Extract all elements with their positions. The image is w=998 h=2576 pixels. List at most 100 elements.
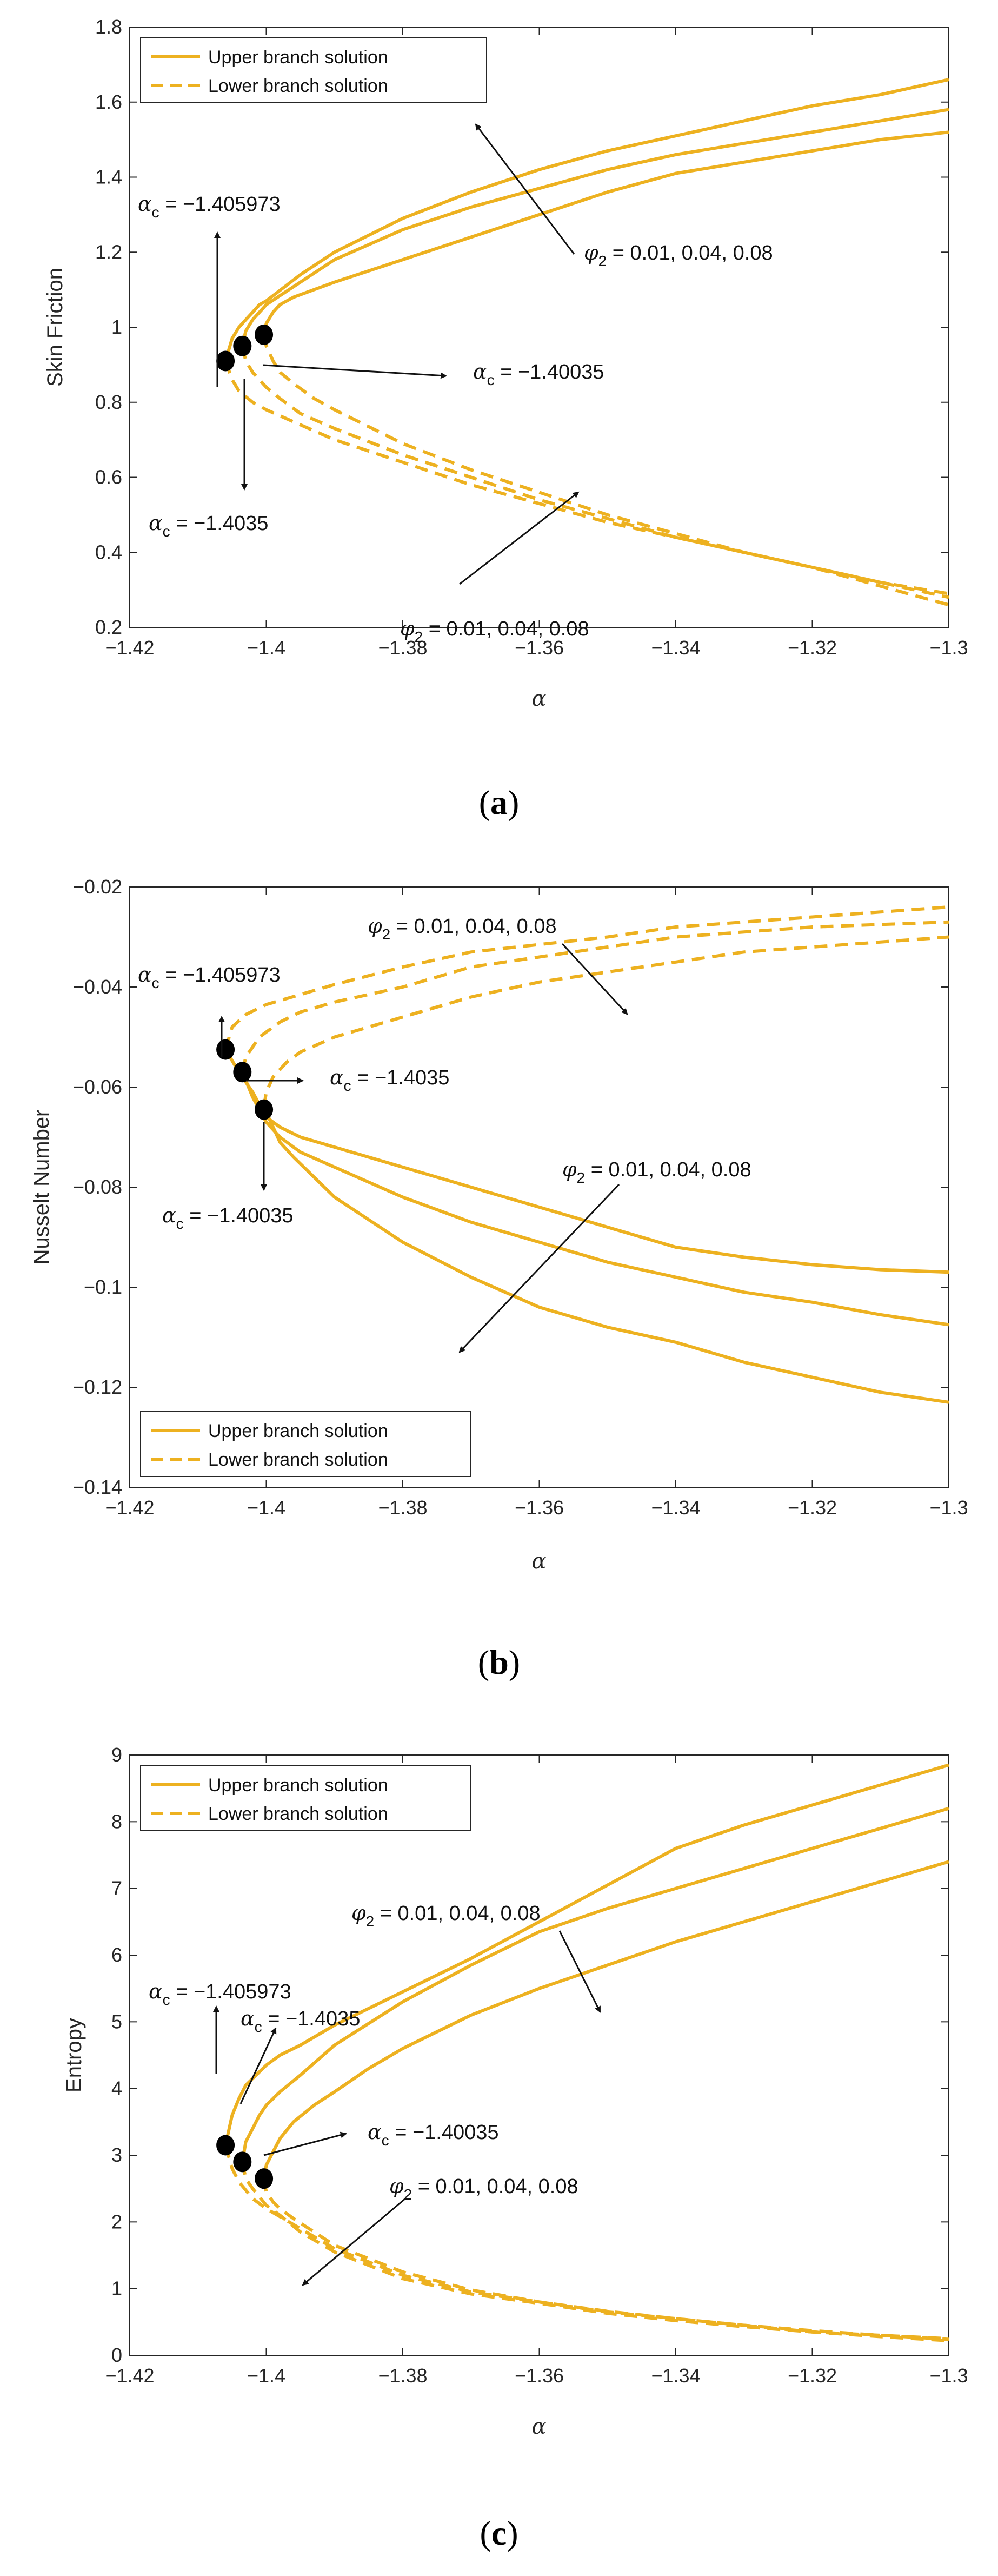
annotation-ac2-c: αc = −1.4035 (241, 2007, 360, 2035)
y-tick-label: 2 (111, 2210, 122, 2233)
annotation-ac3-a: αc = −1.4035 (149, 511, 268, 540)
annotation-ac1-c-prefix: α (149, 1979, 163, 2003)
annotation-ac2-b-prefix: α (330, 1065, 344, 1089)
annotation-phi-lower-b-prefix: φ (562, 1157, 577, 1181)
critical-point-3 (255, 324, 274, 345)
y-tick-label: 4 (111, 2077, 122, 2100)
annotation-phi-upper-c-value: = 0.01, 0.04, 0.08 (374, 1902, 540, 1925)
annotation-ac3-c-value: = −1.40035 (389, 2121, 499, 2144)
legend-lower-label-a: Lower branch solution (208, 76, 388, 96)
lower-branch-line-3 (262, 935, 949, 1108)
legend-box-a (140, 37, 487, 103)
plot-area-c (129, 1754, 949, 2356)
legend-lower-label-b: Lower branch solution (208, 1449, 388, 1470)
x-tick-label: −1.34 (651, 1496, 700, 1519)
x-tick-label: −1.38 (378, 637, 427, 659)
y-tick-label: 1.4 (95, 166, 122, 188)
annotation-ac3-b-sub: c (176, 1215, 184, 1232)
x-tick-label: −1.32 (788, 637, 837, 659)
annotation-ac2-a: αc = −1.40035 (473, 360, 604, 388)
x-ticks-b: −1.42 −1.4 −1.38 −1.36 −1.34 −1.32 −1.3 (105, 887, 968, 1519)
annotation-ac3-b-value: = −1.40035 (184, 1204, 294, 1227)
y-tick-label: −0.12 (73, 1376, 122, 1398)
critical-point-3 (255, 2168, 274, 2189)
annotation-phi-upper-b-sub: 2 (382, 926, 391, 943)
annotation-ac3-c-prefix: α (368, 2120, 382, 2144)
annotation-ac1-b-sub: c (152, 975, 159, 991)
annotation-ac2-c-value: = −1.4035 (262, 2008, 361, 2030)
annotation-ac1-a-prefix: α (138, 192, 152, 216)
y-tick-label: −0.08 (73, 1176, 122, 1198)
lower-branch-line-1 (224, 905, 949, 1050)
annotation-ac2-b-sub: c (344, 1077, 351, 1094)
curves-a (224, 78, 949, 607)
panel-label-c: (c) (480, 2514, 518, 2552)
annotation-phi-lower-a-value: = 0.01, 0.04, 0.08 (423, 618, 589, 640)
annotation-phi-upper-a-prefix: φ (584, 241, 598, 264)
y-tick-label: 1.2 (95, 241, 122, 263)
x-tick-label: −1.4 (247, 637, 285, 659)
y-tick-label: −0.14 (73, 1476, 122, 1498)
arrow-phi-upper-b (561, 943, 628, 1015)
y-tick-label: 1 (111, 316, 122, 338)
annotation-ac2-b: αc = −1.4035 (330, 1065, 449, 1094)
curves-b (224, 905, 949, 1404)
panel-b: −1.42 −1.4 −1.38 −1.36 −1.34 −1.32 −1.3 −0.14−… (30, 876, 968, 1681)
x-tick-label: −1.38 (378, 2365, 427, 2387)
x-tick-label: −1.36 (515, 637, 564, 659)
annotation-phi-lower-a-prefix: φ (400, 617, 415, 640)
x-tick-label: −1.42 (105, 2365, 154, 2387)
y-ticks-c: 0 1 2 3 4 5 6 7 8 9 (111, 1744, 949, 2366)
lower-branch-line-2 (241, 2161, 949, 2342)
annotation-ac1-a-sub: c (152, 204, 159, 221)
annotation-phi-upper-c-sub: 2 (366, 1913, 375, 1930)
panel-c: −1.42 −1.4 −1.38 −1.36 −1.34 −1.32 −1.3 0 1 2 3 4 5… (62, 1744, 968, 2552)
annotation-ac3-a-value: = −1.4035 (170, 512, 269, 535)
critical-point-3 (255, 1099, 274, 1120)
legend-box-b (140, 1411, 471, 1477)
critical-points-c (216, 2135, 274, 2189)
panel-a: −1.42 −1.4 −1.38 −1.36 −1.34 −1.32 −1.3 0.2 0.4… (43, 16, 968, 822)
legend-upper-label-a: Upper branch solution (208, 47, 388, 68)
annotation-ac1-a: αc = −1.405973 (138, 192, 281, 221)
y-tick-label: −0.02 (73, 876, 122, 898)
annotation-ac2-a-prefix: α (473, 360, 487, 383)
annotation-phi-upper-a-sub: 2 (598, 253, 607, 269)
x-tick-label: −1.4 (247, 2365, 285, 2387)
x-tick-label: −1.34 (651, 2365, 700, 2387)
arrow-phi-lower-b (458, 1183, 620, 1353)
upper-branch-line-3 (262, 1860, 949, 2179)
panel-label-b: (b) (478, 1643, 520, 1681)
legend-box-c (140, 1765, 471, 1831)
annotation-ac1-b: αc = −1.405973 (138, 963, 281, 991)
upper-branch-line-1 (224, 78, 949, 362)
critical-point-2 (233, 335, 252, 356)
arrow-phi-upper-a (475, 123, 575, 255)
x-tick-label: −1.36 (515, 1496, 564, 1519)
critical-points-a (216, 324, 274, 372)
x-tick-label: −1.42 (105, 637, 154, 659)
annotation-phi-lower-b-value: = 0.01, 0.04, 0.08 (585, 1158, 751, 1181)
annotation-ac1-c-sub: c (163, 1991, 170, 2008)
x-axis-label-c: α (531, 2414, 546, 2439)
x-tick-label: −1.32 (788, 2365, 837, 2387)
upper-branch-line-3 (262, 130, 949, 335)
x-axis-label-b: α (531, 1549, 546, 1574)
annotation-ac1-b-value: = −1.405973 (159, 964, 281, 986)
annotation-phi-lower-c-value: = 0.01, 0.04, 0.08 (412, 2175, 578, 2198)
y-axis-label-a: Skin Friction (43, 268, 67, 387)
panel-label-a: (a) (479, 783, 520, 822)
annotation-phi-lower-b: φ2 = 0.01, 0.04, 0.08 (562, 1157, 751, 1186)
annotation-ac2-c-prefix: α (241, 2007, 255, 2030)
annotation-phi-lower-c-prefix: φ (389, 2174, 404, 2198)
legend-b: Upper branch solution Lower branch solut… (140, 1411, 471, 1477)
arrow-ac2-a (263, 364, 447, 379)
y-tick-label: 1.6 (95, 91, 122, 113)
legend-lower-label-c: Lower branch solution (208, 1804, 388, 1824)
annotation-ac3-a-sub: c (163, 523, 170, 540)
lower-branch-line-2 (241, 346, 949, 599)
critical-point-1 (216, 2135, 235, 2156)
upper-branch-line-2 (241, 108, 949, 347)
annotation-phi-lower-c: φ2 = 0.01, 0.04, 0.08 (389, 2174, 578, 2203)
